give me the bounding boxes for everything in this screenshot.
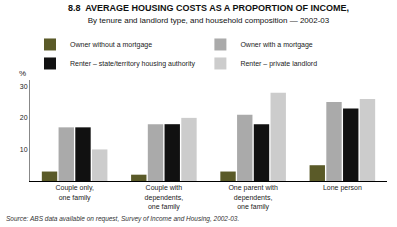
svg-text:Renter – private landlord: Renter – private landlord bbox=[240, 60, 317, 68]
svg-text:Owner without a mortgage: Owner without a mortgage bbox=[70, 41, 152, 49]
svg-text:Renter – state/territory housi: Renter – state/territory housing authori… bbox=[70, 60, 195, 68]
svg-text:8.8 AVERAGE HOUSING COSTS AS: 8.8 AVERAGE HOUSING COSTS AS A PROPORTIO… bbox=[68, 3, 349, 25]
svg-text:Lone person: Lone person bbox=[323, 184, 362, 192]
svg-text:One parent withdependents,one: One parent withdependents,one family bbox=[228, 184, 278, 210]
svg-text:20: 20 bbox=[20, 114, 28, 121]
svg-text:Couple withdependents,one fami: Couple withdependents,one family bbox=[145, 184, 184, 210]
svg-text:Couple only,one family: Couple only,one family bbox=[55, 184, 93, 201]
svg-text:30: 30 bbox=[20, 83, 28, 90]
svg-text:10: 10 bbox=[20, 146, 28, 153]
svg-text:Source: ABS data available on: Source: ABS data available on request, S… bbox=[6, 215, 239, 223]
svg-text:%: % bbox=[19, 69, 26, 78]
svg-text:Owner with a mortgage: Owner with a mortgage bbox=[240, 41, 312, 49]
